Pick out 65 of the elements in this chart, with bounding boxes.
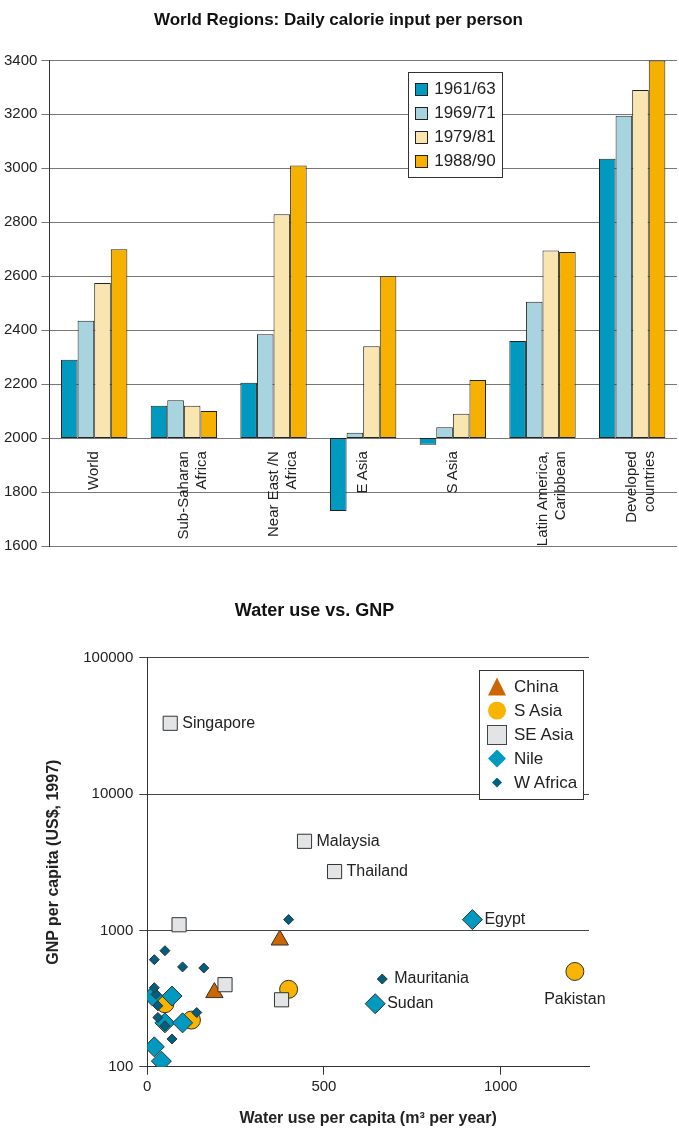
y-tick-label: 2200 [3, 374, 38, 392]
x-tick-label: World [84, 451, 102, 490]
legend-label: 1988/90 [434, 151, 496, 172]
y-tick-label: 100 [108, 1056, 134, 1074]
y-tick-label: 3200 [3, 104, 38, 122]
y-tick-label: 3400 [3, 50, 38, 68]
x-tick-label: 0 [143, 1076, 152, 1094]
y-tick-label: 3000 [3, 158, 38, 176]
x-tick-label: S Asia [442, 450, 460, 494]
legend-label: 1969/71 [434, 103, 496, 124]
x-tick-label: Developed countries [622, 451, 658, 523]
annotation: Singapore [182, 713, 256, 731]
annotation: Thailand [346, 861, 408, 879]
point [296, 833, 313, 849]
y-tick-label: 2800 [3, 212, 38, 230]
point [191, 1007, 203, 1019]
annotation: Malaysia [316, 831, 380, 849]
legend-label: W Africa [514, 772, 578, 793]
point [148, 982, 160, 994]
point [217, 977, 233, 993]
point [159, 945, 171, 957]
chart-title: Water use vs. GNP [234, 599, 395, 620]
point [148, 954, 160, 966]
annotation: Sudan [387, 994, 434, 1012]
y-tick-label: 2600 [3, 266, 38, 284]
point [177, 961, 189, 973]
annotation: Pakistan [544, 989, 606, 1007]
point [198, 962, 210, 974]
point [326, 863, 343, 880]
y-tick-label: 2400 [3, 320, 38, 338]
y-axis-title: GNP per capita (US$, 1997) [44, 759, 62, 965]
point [161, 985, 183, 1007]
point [283, 914, 295, 926]
legend-label: 1979/81 [434, 127, 496, 148]
y-tick-label: 1800 [3, 482, 38, 500]
x-tick-label: 1000 [483, 1076, 518, 1094]
point [461, 909, 483, 931]
legend-label: SE Asia [514, 724, 574, 745]
x-tick-label: Near East /N Africa [263, 450, 299, 537]
point [565, 961, 585, 981]
point [162, 715, 178, 731]
legend-label: China [514, 676, 559, 697]
y-tick-label: 1000 [99, 920, 134, 938]
legend-label: S Asia [514, 700, 563, 721]
point [376, 973, 388, 985]
legend-label: Nile [514, 748, 544, 769]
x-tick-label: Sub-Saharan Africa [174, 450, 209, 540]
point [152, 1000, 164, 1012]
point [364, 993, 386, 1015]
chart-title: World Regions: Daily calorie input per person [153, 9, 524, 29]
x-tick-label: 500 [311, 1076, 337, 1094]
point [172, 1012, 194, 1034]
y-tick-label: 2000 [3, 428, 38, 446]
legend-label: 1961/63 [434, 79, 496, 100]
y-tick-label: 10000 [91, 784, 134, 802]
y-tick-label: 1600 [3, 536, 38, 554]
x-axis-title: Water use per capita (m³ per year) [239, 1108, 497, 1126]
annotation: Mauritania [394, 969, 470, 987]
annotation: Egypt [484, 910, 526, 928]
point [166, 1033, 178, 1045]
y-tick-label: 100000 [83, 647, 134, 665]
x-tick-label: E Asia [353, 450, 371, 494]
point [273, 992, 290, 1008]
point [171, 917, 187, 933]
x-tick-label: Latin America, Caribbean [532, 451, 568, 547]
